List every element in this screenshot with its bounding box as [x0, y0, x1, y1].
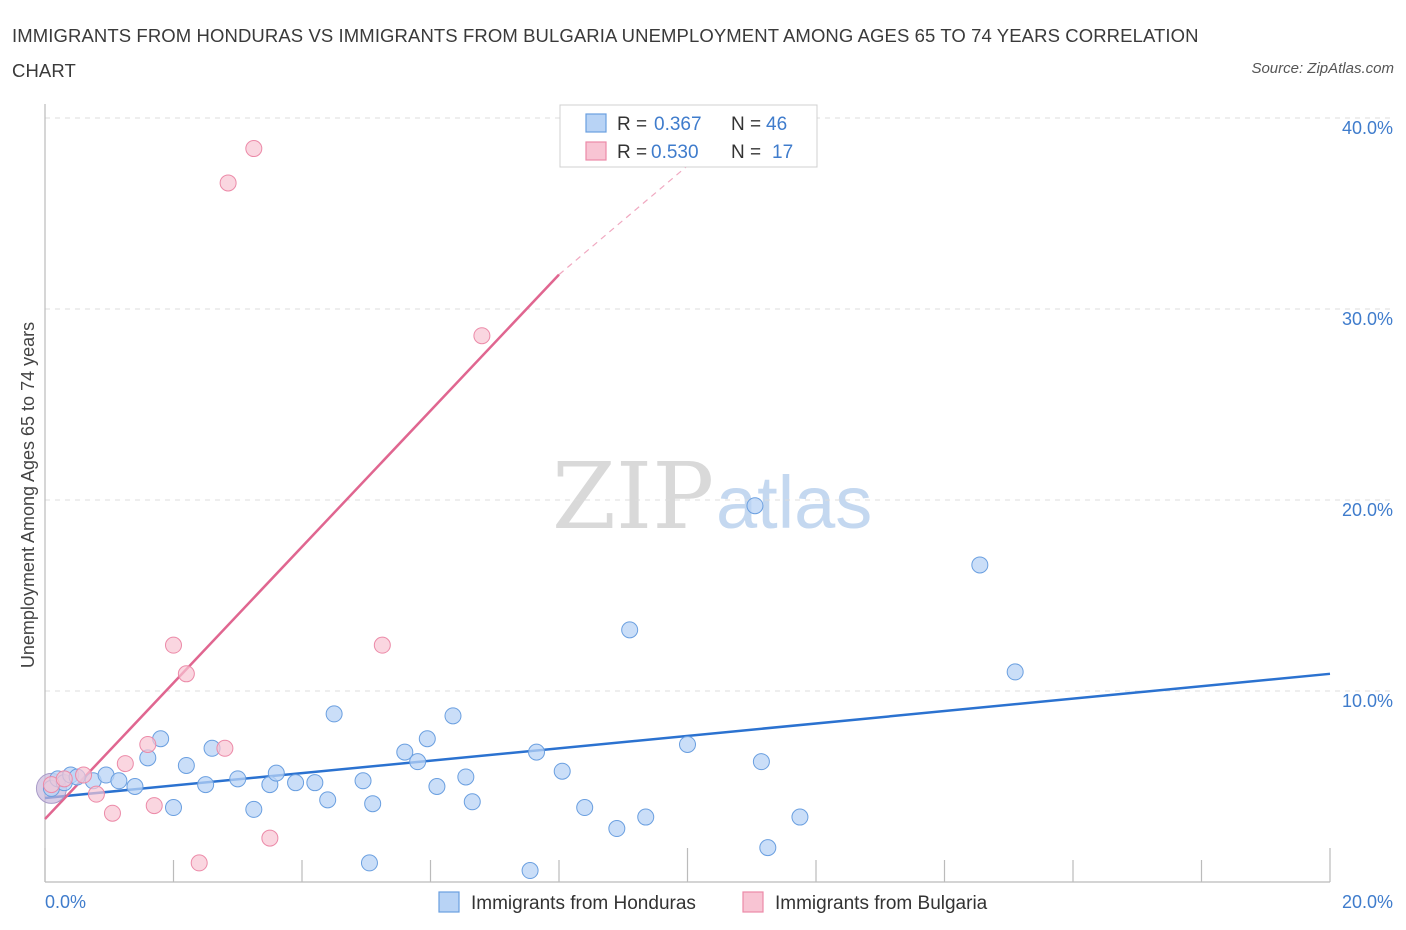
point-honduras — [306, 774, 324, 792]
point-honduras — [746, 497, 764, 515]
y-tick-label: 30.0% — [1342, 309, 1393, 329]
point-honduras — [553, 762, 571, 780]
y-tick-label: 10.0% — [1342, 691, 1393, 711]
point-honduras — [319, 791, 337, 809]
point-honduras — [679, 735, 696, 753]
point-honduras — [463, 793, 481, 811]
point-bulgaria — [190, 854, 208, 872]
y-axis-label: Unemployment Among Ages 65 to 74 years — [18, 322, 38, 668]
point-bulgaria — [177, 665, 195, 683]
point-bulgaria — [87, 785, 105, 803]
bottom-legend-honduras: Immigrants from Honduras — [471, 893, 696, 914]
trendline-honduras — [44, 672, 1331, 800]
point-bulgaria — [103, 804, 121, 822]
y-tick-label: 40.0% — [1342, 118, 1393, 138]
point-honduras — [229, 770, 247, 788]
bottom-legend-swatch-honduras — [438, 891, 460, 913]
legend-r-label-1: R = — [617, 114, 647, 135]
point-bulgaria — [373, 636, 391, 654]
point-bulgaria — [245, 140, 263, 158]
point-honduras — [396, 743, 414, 761]
point-honduras — [576, 799, 594, 817]
point-bulgaria — [473, 327, 491, 345]
point-honduras — [444, 707, 462, 725]
points — [35, 140, 1024, 880]
point-honduras — [267, 764, 285, 782]
bottom-legend-bulgaria: Immigrants from Bulgaria — [775, 893, 988, 914]
trendline-bulgaria — [44, 273, 560, 820]
chart-title: IMMIGRANTS FROM HONDURAS VS IMMIGRANTS F… — [12, 25, 1199, 81]
watermark-atlas: atlas — [716, 461, 872, 544]
trendlines — [44, 165, 1331, 820]
point-honduras — [287, 774, 305, 792]
point-honduras — [409, 753, 427, 771]
point-honduras — [521, 862, 539, 880]
point-bulgaria — [145, 797, 163, 815]
point-honduras — [759, 839, 777, 857]
point-honduras — [621, 621, 639, 639]
legend-n-label-1: N = — [731, 114, 761, 135]
series-legend: Immigrants from Honduras Immigrants from… — [438, 891, 988, 914]
point-honduras — [325, 705, 343, 723]
point-bulgaria — [116, 755, 134, 773]
watermark-zip: ZIP — [552, 443, 714, 550]
legend-swatch-honduras — [585, 113, 607, 133]
point-bulgaria — [139, 735, 157, 753]
correlation-legend: R = 0.367 N = 46 R = 0.530 N = 17 — [559, 104, 818, 168]
legend-swatch-bulgaria — [585, 141, 607, 161]
point-honduras — [428, 778, 446, 795]
point-honduras — [126, 778, 144, 795]
point-honduras — [354, 772, 372, 790]
point-honduras — [637, 808, 655, 826]
point-honduras — [364, 795, 382, 813]
point-honduras — [528, 743, 546, 761]
point-honduras — [457, 768, 475, 786]
point-honduras — [110, 772, 128, 790]
point-honduras — [177, 756, 195, 774]
point-honduras — [165, 799, 182, 817]
point-honduras — [197, 776, 215, 794]
legend-n-value-1: 46 — [766, 114, 787, 135]
point-honduras — [791, 808, 809, 826]
point-honduras — [360, 854, 378, 872]
x-tick-label: 0.0% — [45, 892, 86, 912]
legend-r-label-2: R = — [617, 142, 647, 163]
legend-r-value-1: 0.367 — [654, 114, 702, 135]
point-bulgaria — [165, 636, 182, 654]
y-tick-label: 20.0% — [1342, 500, 1393, 520]
point-bulgaria — [55, 770, 73, 788]
point-honduras — [418, 730, 436, 748]
point-bulgaria — [216, 739, 234, 757]
legend-r-value-2: 0.530 — [651, 142, 699, 163]
point-bulgaria — [75, 766, 93, 784]
legend-n-value-2: 17 — [772, 142, 793, 163]
point-honduras — [971, 556, 989, 574]
bottom-legend-swatch-bulgaria — [742, 891, 764, 913]
point-honduras — [245, 800, 263, 818]
point-honduras — [752, 753, 770, 771]
trendline-bulgaria-extension — [558, 165, 688, 276]
axes: 10.0% 20.0% 30.0% 40.0% 0.0% 20.0% — [44, 104, 1393, 912]
point-honduras — [608, 820, 626, 838]
x-tick-label: 20.0% — [1342, 892, 1393, 912]
source-label: Source: ZipAtlas.com — [1251, 60, 1394, 77]
point-bulgaria — [261, 829, 279, 847]
point-bulgaria — [219, 174, 237, 192]
point-honduras — [1006, 663, 1024, 681]
legend-n-label-2: N = — [731, 142, 761, 163]
